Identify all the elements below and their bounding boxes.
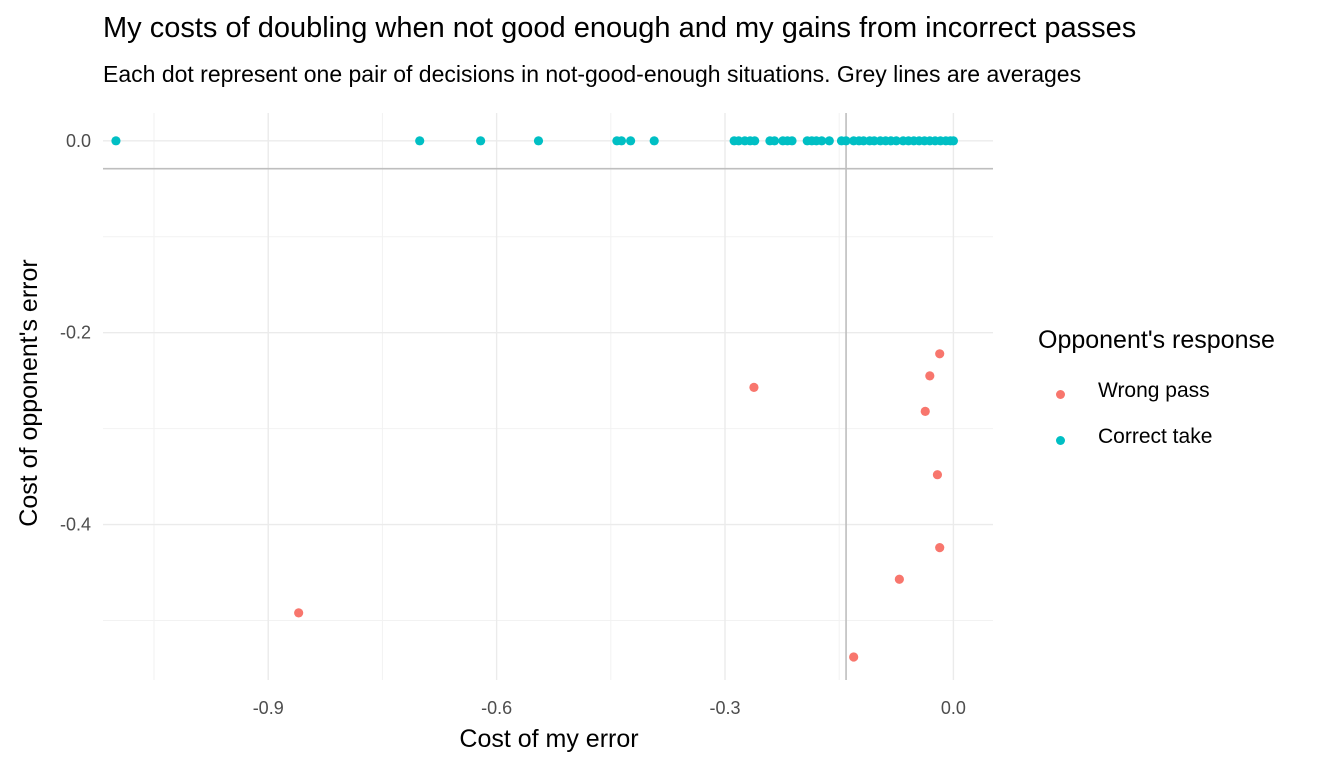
- y-tick-label: -0.4: [60, 515, 91, 535]
- point-correct-take: [415, 136, 425, 146]
- point-correct-take: [817, 136, 827, 146]
- point-correct-take: [948, 136, 959, 146]
- legend-key-wrong-pass: [1056, 390, 1065, 399]
- point-wrong-pass: [849, 652, 859, 662]
- x-tick-label: -0.9: [253, 698, 284, 718]
- x-tick-label: -0.3: [709, 698, 740, 718]
- x-tick-label: -0.6: [481, 698, 512, 718]
- chart-title: My costs of doubling when not good enoug…: [103, 12, 1137, 44]
- point-correct-take: [841, 136, 851, 146]
- x-tick-label: 0.0: [941, 698, 966, 718]
- y-axis-ticks: 0.0 -0.2 -0.4: [60, 131, 91, 535]
- x-axis-ticks: -0.9 -0.6 -0.3 0.0: [253, 698, 966, 718]
- point-correct-take: [476, 136, 486, 146]
- minor-gridlines: [103, 113, 993, 680]
- point-correct-take: [626, 136, 636, 146]
- point-wrong-pass: [935, 349, 945, 359]
- point-wrong-pass: [749, 382, 759, 392]
- data-points: [111, 136, 959, 662]
- y-tick-label: -0.2: [60, 323, 91, 343]
- point-correct-take: [769, 136, 780, 146]
- point-wrong-pass: [894, 574, 904, 584]
- legend-label-wrong-pass: Wrong pass: [1098, 379, 1210, 402]
- legend-title: Opponent's response: [1038, 326, 1275, 354]
- major-gridlines: [103, 113, 993, 680]
- average-lines: [103, 113, 993, 680]
- point-correct-take: [533, 136, 544, 146]
- point-correct-take: [787, 136, 797, 146]
- point-wrong-pass: [920, 406, 930, 416]
- legend-key-correct-take: [1056, 436, 1065, 445]
- point-correct-take: [111, 136, 121, 146]
- y-axis-title: Cost of opponent's error: [15, 259, 43, 526]
- chart-subtitle: Each dot represent one pair of decisions…: [103, 61, 1082, 87]
- point-correct-take: [616, 136, 627, 146]
- point-correct-take: [649, 136, 659, 146]
- x-axis-title: Cost of my error: [459, 725, 638, 753]
- point-correct-take: [824, 136, 834, 146]
- legend-label-correct-take: Correct take: [1098, 425, 1213, 448]
- point-wrong-pass: [935, 543, 945, 553]
- y-tick-label: 0.0: [66, 131, 91, 151]
- point-correct-take: [750, 136, 760, 146]
- point-wrong-pass: [932, 470, 943, 480]
- point-correct-take: [891, 136, 901, 146]
- point-wrong-pass: [925, 371, 935, 381]
- point-wrong-pass: [294, 608, 304, 618]
